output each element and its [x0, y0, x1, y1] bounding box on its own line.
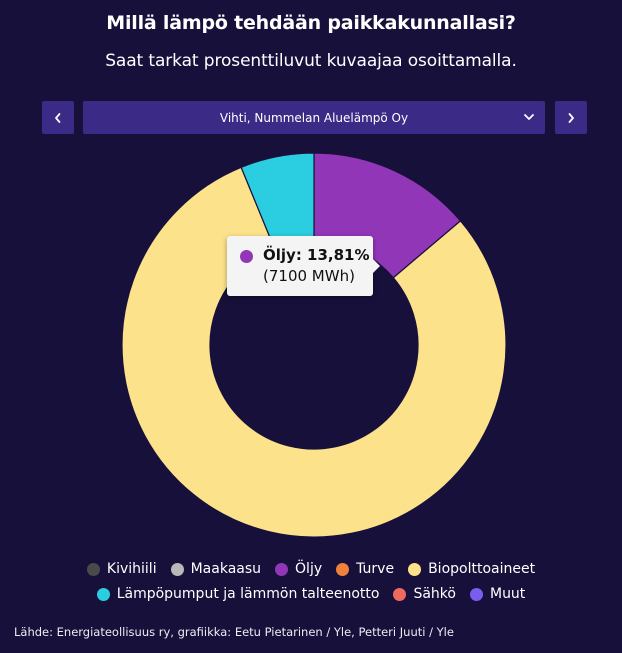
- slice-biopolttoaineet[interactable]: [121, 166, 507, 538]
- legend-dot: [275, 562, 289, 576]
- legend-label: Biopolttoaineet: [428, 561, 536, 577]
- legend-item-biopolttoaineet[interactable]: Biopolttoaineet: [408, 561, 535, 577]
- legend-dot: [170, 562, 184, 576]
- chart-subtitle: Saat tarkat prosenttiluvut kuvaajaa osoi…: [105, 51, 517, 71]
- legend-dot: [469, 587, 483, 601]
- legend-label: Sähkö: [413, 586, 456, 602]
- chevron-down-icon: [524, 114, 534, 120]
- legend-dot: [336, 562, 350, 576]
- location-select-value: Vihti, Nummelan Aluelämpö Oy: [219, 110, 409, 125]
- legend-label: Maakaasu: [190, 561, 262, 577]
- tooltip-arrow: [373, 259, 380, 273]
- tooltip-label: Öljy: 13,81%: [263, 246, 370, 264]
- legend-label: Lämpöpumput ja lämmön talteenotto: [116, 586, 380, 602]
- chart-tooltip: Öljy: 13,81% (7100 MWh): [227, 236, 380, 296]
- legend-row-1: Kivihiili Maakaasu Öljy Turve Biopolttoa…: [0, 561, 622, 577]
- legend-dot: [86, 562, 100, 576]
- legend-row-2: Lämpöpumput ja lämmön talteenotto Sähkö …: [0, 586, 622, 602]
- legend-label: Kivihiili: [106, 561, 157, 577]
- legend-label: Muut: [489, 586, 526, 602]
- tooltip-value: (7100 MWh): [263, 267, 355, 285]
- legend-label: Turve: [356, 561, 395, 577]
- legend-item-maakaasu[interactable]: Maakaasu: [170, 561, 262, 577]
- source-credit: Lähde: Energiateollisuus ry, grafiikka: …: [14, 625, 454, 639]
- legend-item-turve[interactable]: Turve: [336, 561, 394, 577]
- previous-button[interactable]: [42, 101, 74, 134]
- chevron-left-icon: [55, 112, 61, 123]
- next-button[interactable]: [555, 101, 587, 134]
- chart-title: Millä lämpö tehdään paikkakunnallasi?: [106, 12, 516, 34]
- legend-label: Öljy: [295, 561, 323, 577]
- legend-item-oljy[interactable]: Öljy: [275, 561, 322, 577]
- location-select[interactable]: Vihti, Nummelan Aluelämpö Oy: [83, 101, 545, 134]
- legend-item-muut[interactable]: Muut: [469, 586, 526, 602]
- chevron-right-icon: [568, 112, 574, 123]
- legend-dot: [393, 587, 407, 601]
- donut-chart[interactable]: [0, 148, 622, 548]
- tooltip-color-dot: [240, 250, 253, 263]
- legend-dot: [96, 587, 110, 601]
- legend-dot: [408, 562, 422, 576]
- legend-item-kivihiili[interactable]: Kivihiili: [86, 561, 157, 577]
- legend-item-lampopumput[interactable]: Lämpöpumput ja lämmön talteenotto: [96, 586, 380, 602]
- legend-item-sahko[interactable]: Sähkö: [393, 586, 456, 602]
